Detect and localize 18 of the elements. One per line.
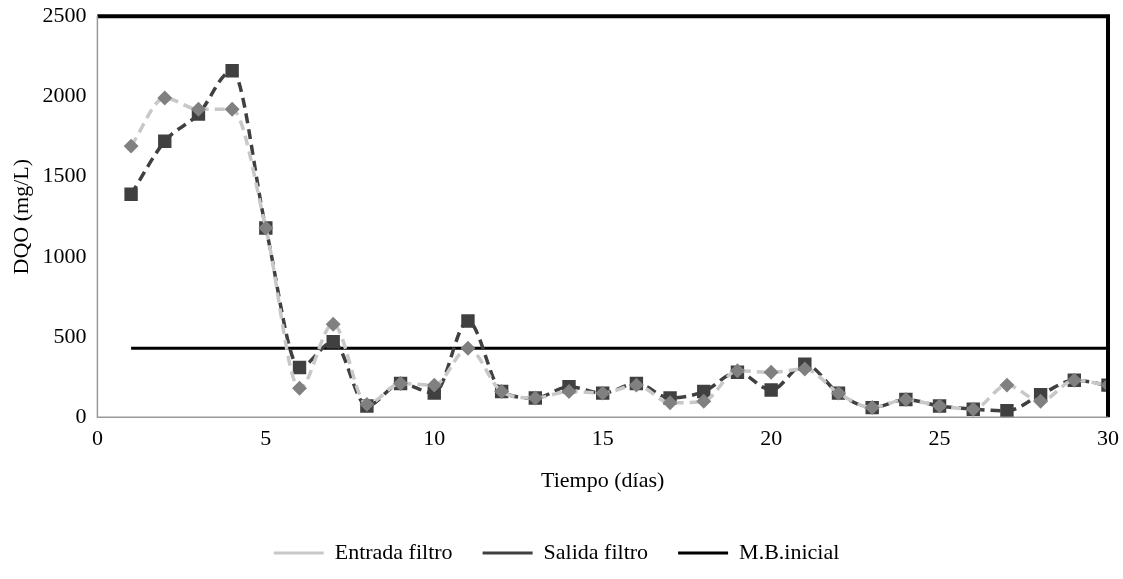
x-tick-label: 15: [591, 425, 614, 451]
y-tick-label: 0: [75, 402, 87, 428]
y-axis-title: DQO (mg/L): [7, 158, 33, 275]
legend-label: Entrada filtro: [334, 538, 453, 564]
y-tick-label: 500: [53, 322, 87, 348]
x-tick-label: 25: [928, 425, 951, 451]
y-tick-label: 2500: [42, 1, 87, 27]
x-tick-label: 0: [91, 425, 103, 451]
y-tick-label: 1000: [42, 242, 87, 268]
x-tick-label: 5: [260, 425, 272, 451]
x-tick-label: 20: [760, 425, 783, 451]
legend-label: Salida filtro: [543, 538, 649, 564]
x-axis-title: Tiempo (días): [541, 466, 665, 492]
y-tick-label: 1500: [42, 162, 87, 188]
x-tick-label: 10: [423, 425, 446, 451]
legend-label: M.B.inicial: [739, 538, 840, 564]
x-tick-label: 30: [1097, 425, 1119, 451]
y-tick-label: 2000: [42, 82, 87, 108]
